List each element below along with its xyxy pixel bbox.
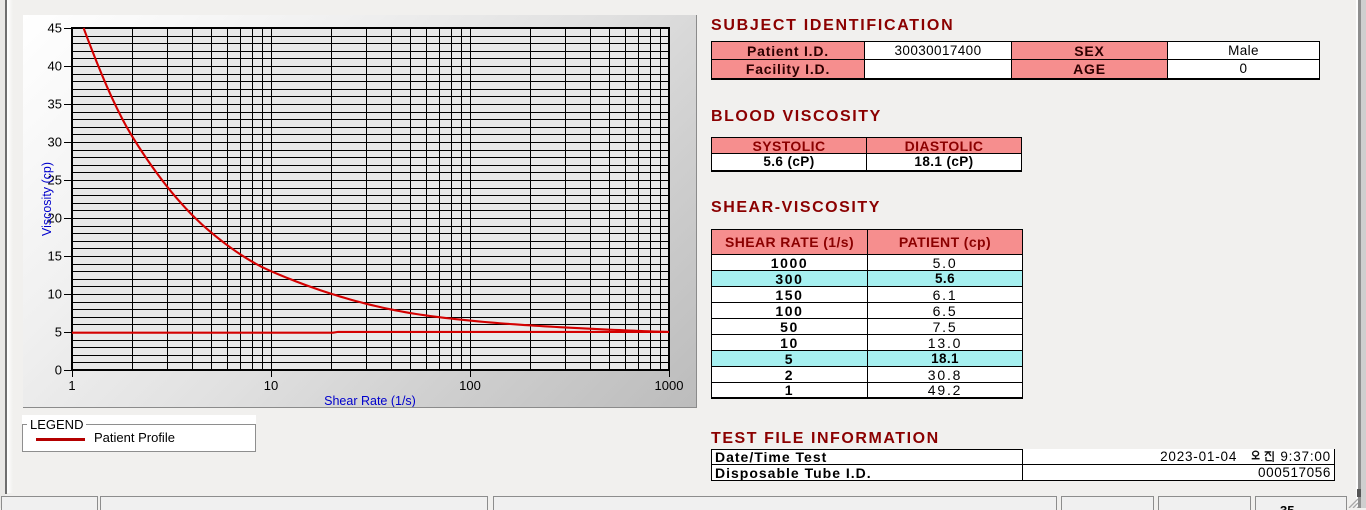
- svg-text:1: 1: [68, 378, 75, 393]
- svg-text:0: 0: [55, 363, 62, 378]
- svg-text:10: 10: [264, 378, 278, 393]
- svg-text:5: 5: [55, 325, 62, 340]
- svg-text:45: 45: [48, 21, 62, 36]
- svg-text:Shear Rate (1/s): Shear Rate (1/s): [324, 394, 416, 407]
- svg-text:100: 100: [459, 378, 481, 393]
- svg-text:40: 40: [48, 59, 62, 74]
- svg-text:1000: 1000: [655, 378, 684, 393]
- svg-text:20: 20: [48, 211, 62, 226]
- svg-text:10: 10: [48, 287, 62, 302]
- svg-text:35: 35: [48, 97, 62, 112]
- svg-text:15: 15: [48, 249, 62, 264]
- svg-text:30: 30: [48, 135, 62, 150]
- svg-text:Viscosity (cp): Viscosity (cp): [40, 162, 54, 236]
- svg-text:25: 25: [48, 173, 62, 188]
